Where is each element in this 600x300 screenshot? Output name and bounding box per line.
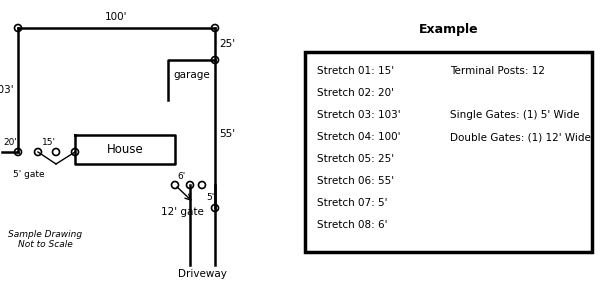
Text: 6': 6' xyxy=(177,172,185,181)
Text: 5' gate: 5' gate xyxy=(13,170,45,179)
Text: 100': 100' xyxy=(105,12,128,22)
Text: House: House xyxy=(107,143,143,156)
Text: Stretch 05: 25': Stretch 05: 25' xyxy=(317,154,394,164)
Text: Stretch 03: 103': Stretch 03: 103' xyxy=(317,110,401,120)
Text: 12' gate: 12' gate xyxy=(161,207,204,217)
Text: Stretch 07: 5': Stretch 07: 5' xyxy=(317,198,388,208)
Text: 5': 5' xyxy=(206,193,214,202)
Text: 15': 15' xyxy=(42,138,56,147)
Text: Stretch 08: 6': Stretch 08: 6' xyxy=(317,220,388,230)
Text: Stretch 04: 100': Stretch 04: 100' xyxy=(317,132,401,142)
Bar xyxy=(305,52,592,252)
Text: Stretch 02: 20': Stretch 02: 20' xyxy=(317,88,394,98)
Text: 20': 20' xyxy=(3,138,17,147)
Text: Stretch 06: 55': Stretch 06: 55' xyxy=(317,176,394,186)
Text: Driveway: Driveway xyxy=(178,269,227,279)
Text: Single Gates: (1) 5' Wide: Single Gates: (1) 5' Wide xyxy=(450,110,580,120)
Text: Double Gates: (1) 12' Wide: Double Gates: (1) 12' Wide xyxy=(450,132,591,142)
Text: Example: Example xyxy=(419,23,478,37)
Text: Terminal Posts: 12: Terminal Posts: 12 xyxy=(450,66,545,76)
Text: 25': 25' xyxy=(219,39,235,49)
Text: garage: garage xyxy=(173,70,210,80)
Text: 55': 55' xyxy=(219,129,235,139)
Text: Stretch 01: 15': Stretch 01: 15' xyxy=(317,66,394,76)
Text: Sample Drawing
Not to Scale: Sample Drawing Not to Scale xyxy=(8,230,82,249)
Text: 103': 103' xyxy=(0,85,14,95)
